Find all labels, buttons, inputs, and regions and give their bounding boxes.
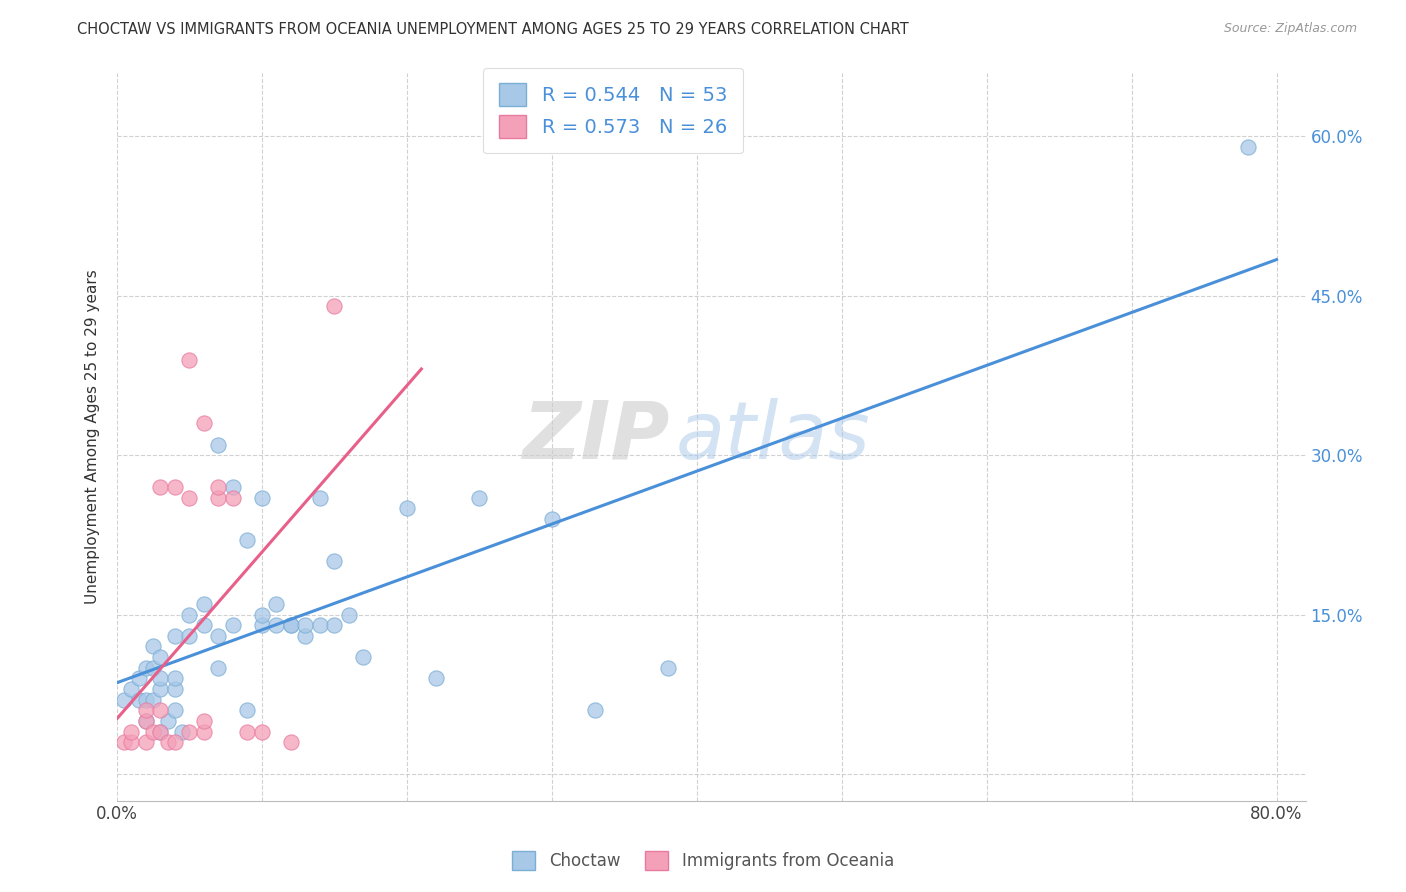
Point — [163, 672, 186, 686]
Point — [1236, 140, 1258, 154]
Point — [266, 597, 288, 611]
Point — [250, 607, 273, 622]
Point — [236, 724, 259, 739]
Point — [128, 692, 150, 706]
Point — [149, 480, 172, 494]
Point — [280, 618, 302, 632]
Point — [236, 533, 259, 548]
Point — [540, 512, 562, 526]
Point — [294, 618, 316, 632]
Point — [207, 437, 229, 451]
Point — [222, 618, 245, 632]
Point — [250, 724, 273, 739]
Point — [179, 491, 201, 505]
Point — [236, 703, 259, 717]
Point — [468, 491, 491, 505]
Point — [179, 724, 201, 739]
Point — [193, 417, 215, 431]
Point — [135, 714, 157, 728]
Point — [309, 491, 332, 505]
Point — [149, 724, 172, 739]
Point — [395, 501, 418, 516]
Point — [337, 607, 360, 622]
Point — [156, 714, 179, 728]
Point — [323, 299, 346, 313]
Point — [163, 735, 186, 749]
Point — [135, 735, 157, 749]
Point — [179, 607, 201, 622]
Point — [135, 692, 157, 706]
Point — [121, 681, 143, 696]
Point — [163, 681, 186, 696]
Point — [135, 714, 157, 728]
Point — [149, 681, 172, 696]
Point — [425, 672, 447, 686]
Point — [149, 724, 172, 739]
Point — [193, 597, 215, 611]
Point — [149, 703, 172, 717]
Point — [135, 661, 157, 675]
Point — [142, 692, 165, 706]
Point — [250, 618, 273, 632]
Point — [112, 735, 135, 749]
Point — [149, 650, 172, 665]
Point — [294, 629, 316, 643]
Point — [135, 703, 157, 717]
Point — [323, 554, 346, 568]
Point — [121, 735, 143, 749]
Text: CHOCTAW VS IMMIGRANTS FROM OCEANIA UNEMPLOYMENT AMONG AGES 25 TO 29 YEARS CORREL: CHOCTAW VS IMMIGRANTS FROM OCEANIA UNEMP… — [77, 22, 910, 37]
Point — [163, 629, 186, 643]
Point — [222, 480, 245, 494]
Point — [207, 661, 229, 675]
Point — [172, 724, 194, 739]
Point — [142, 661, 165, 675]
Point — [156, 735, 179, 749]
Point — [309, 618, 332, 632]
Point — [280, 735, 302, 749]
Legend: R = 0.544   N = 53, R = 0.573   N = 26: R = 0.544 N = 53, R = 0.573 N = 26 — [484, 68, 742, 153]
Point — [207, 629, 229, 643]
Point — [163, 480, 186, 494]
Point — [149, 672, 172, 686]
Point — [142, 724, 165, 739]
Y-axis label: Unemployment Among Ages 25 to 29 years: Unemployment Among Ages 25 to 29 years — [86, 269, 100, 604]
Point — [121, 724, 143, 739]
Point — [583, 703, 606, 717]
Point — [193, 714, 215, 728]
Point — [179, 352, 201, 367]
Point — [112, 692, 135, 706]
Legend: Choctaw, Immigrants from Oceania: Choctaw, Immigrants from Oceania — [505, 844, 901, 877]
Point — [323, 618, 346, 632]
Point — [142, 640, 165, 654]
Text: atlas: atlas — [676, 398, 870, 475]
Point — [250, 491, 273, 505]
Text: Source: ZipAtlas.com: Source: ZipAtlas.com — [1223, 22, 1357, 36]
Point — [193, 618, 215, 632]
Point — [657, 661, 679, 675]
Point — [266, 618, 288, 632]
Point — [352, 650, 374, 665]
Point — [207, 491, 229, 505]
Point — [222, 491, 245, 505]
Text: ZIP: ZIP — [522, 398, 669, 475]
Point — [207, 480, 229, 494]
Point — [179, 629, 201, 643]
Point — [280, 618, 302, 632]
Point — [193, 724, 215, 739]
Point — [163, 703, 186, 717]
Point — [128, 672, 150, 686]
